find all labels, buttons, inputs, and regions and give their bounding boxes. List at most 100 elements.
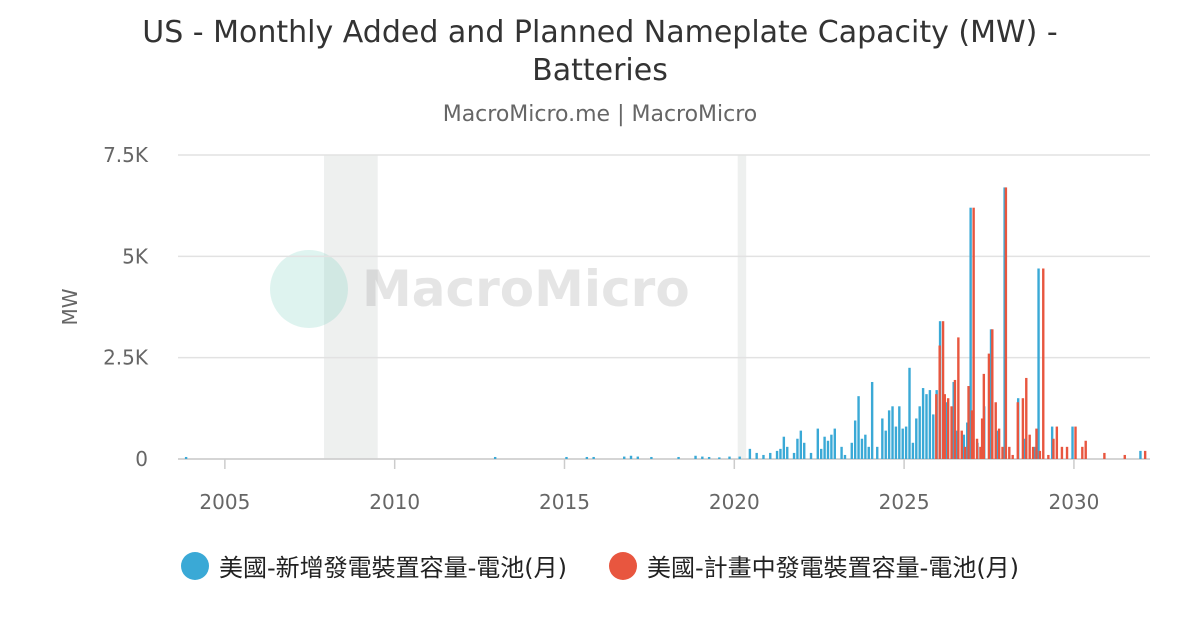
bar: [728, 456, 731, 459]
bar: [997, 428, 1001, 459]
bar: [755, 452, 758, 459]
bar: [925, 394, 928, 459]
watermark: MacroMicro: [270, 250, 690, 328]
bar: [1028, 434, 1031, 459]
bar: [898, 406, 901, 459]
bar: [955, 430, 959, 459]
legend-label: 美國-新增發電裝置容量-電池(月): [218, 554, 567, 582]
bar: [1037, 268, 1040, 459]
bar: [592, 456, 595, 459]
bar: [989, 329, 993, 459]
y-tick-label: 5K: [122, 244, 149, 268]
bar: [1016, 402, 1019, 459]
bar: [184, 456, 188, 459]
bar: [694, 455, 697, 459]
bar: [1050, 426, 1054, 459]
bar: [994, 402, 997, 459]
bar: [1103, 452, 1106, 459]
bar: [938, 345, 941, 459]
x-tick-label: 2010: [369, 490, 420, 514]
bar: [1065, 446, 1069, 459]
bar: [565, 456, 568, 459]
bar: [946, 398, 950, 459]
bar: [779, 448, 782, 459]
shaded-region: [324, 155, 378, 459]
x-tick-label: 2015: [539, 490, 590, 514]
y-tick-label: 2.5K: [103, 346, 149, 370]
bar: [911, 442, 915, 459]
bar: [867, 446, 870, 459]
y-tick-label: 0: [135, 447, 148, 471]
bar: [1081, 446, 1084, 459]
bar: [915, 418, 918, 459]
bar: [945, 402, 949, 459]
bar: [493, 456, 497, 459]
watermark-text: MacroMicro: [362, 260, 690, 318]
bar: [677, 456, 680, 459]
bar: [1008, 446, 1011, 459]
bar: [975, 438, 979, 459]
bar: [881, 418, 884, 459]
bar: [1074, 426, 1077, 459]
legend-item[interactable]: 美國-計畫中發電裝置容量-電池(月): [609, 548, 1019, 583]
bar: [932, 414, 935, 459]
legend-swatch: [180, 551, 209, 580]
bar: [953, 379, 957, 459]
bar: [962, 434, 966, 459]
bar: [1143, 450, 1147, 459]
bar: [796, 438, 799, 459]
bar: [792, 452, 796, 459]
bar: [901, 428, 904, 459]
bar: [1004, 187, 1008, 459]
bar: [963, 446, 967, 459]
bar: [840, 446, 843, 459]
bar: [816, 428, 820, 459]
bar: [864, 434, 867, 459]
bar: [629, 455, 633, 459]
x-tick-label: 2030: [1048, 490, 1099, 514]
bar: [996, 430, 1000, 459]
bar: [928, 390, 932, 459]
bar: [1031, 446, 1035, 459]
bar: [833, 428, 836, 459]
bar: [738, 456, 741, 459]
bar: [918, 406, 921, 459]
bar: [585, 456, 589, 459]
bar: [980, 418, 984, 459]
bar: [1025, 377, 1028, 459]
bar: [1055, 426, 1059, 459]
bar: [991, 329, 994, 459]
bar: [921, 388, 925, 459]
bar: [1047, 454, 1050, 459]
bar: [1123, 454, 1126, 459]
bar: [1060, 446, 1064, 459]
legend-item[interactable]: 美國-新增發電裝置容量-電池(月): [180, 548, 567, 583]
bar: [775, 450, 779, 459]
bar: [952, 381, 955, 459]
bar: [904, 426, 908, 459]
bar: [969, 207, 972, 459]
bar: [769, 452, 772, 459]
bar: [891, 406, 894, 459]
bar: [966, 422, 969, 459]
bar: [1033, 446, 1037, 459]
bar: [860, 438, 864, 459]
bar: [1035, 428, 1038, 459]
bar: [876, 446, 879, 459]
bar: [820, 448, 823, 459]
bar: [1038, 450, 1042, 459]
bar: [941, 321, 945, 459]
bar: [843, 454, 847, 459]
bar: [960, 430, 963, 459]
bar: [982, 373, 986, 459]
bar: [935, 394, 938, 459]
bar: [987, 353, 991, 459]
bar: [1139, 450, 1142, 459]
bar: [943, 394, 946, 459]
x-tick-label: 2005: [199, 490, 250, 514]
bar: [1071, 426, 1074, 459]
bar: [823, 436, 826, 459]
bar: [950, 406, 953, 459]
bar: [762, 454, 765, 459]
bar: [826, 440, 830, 459]
